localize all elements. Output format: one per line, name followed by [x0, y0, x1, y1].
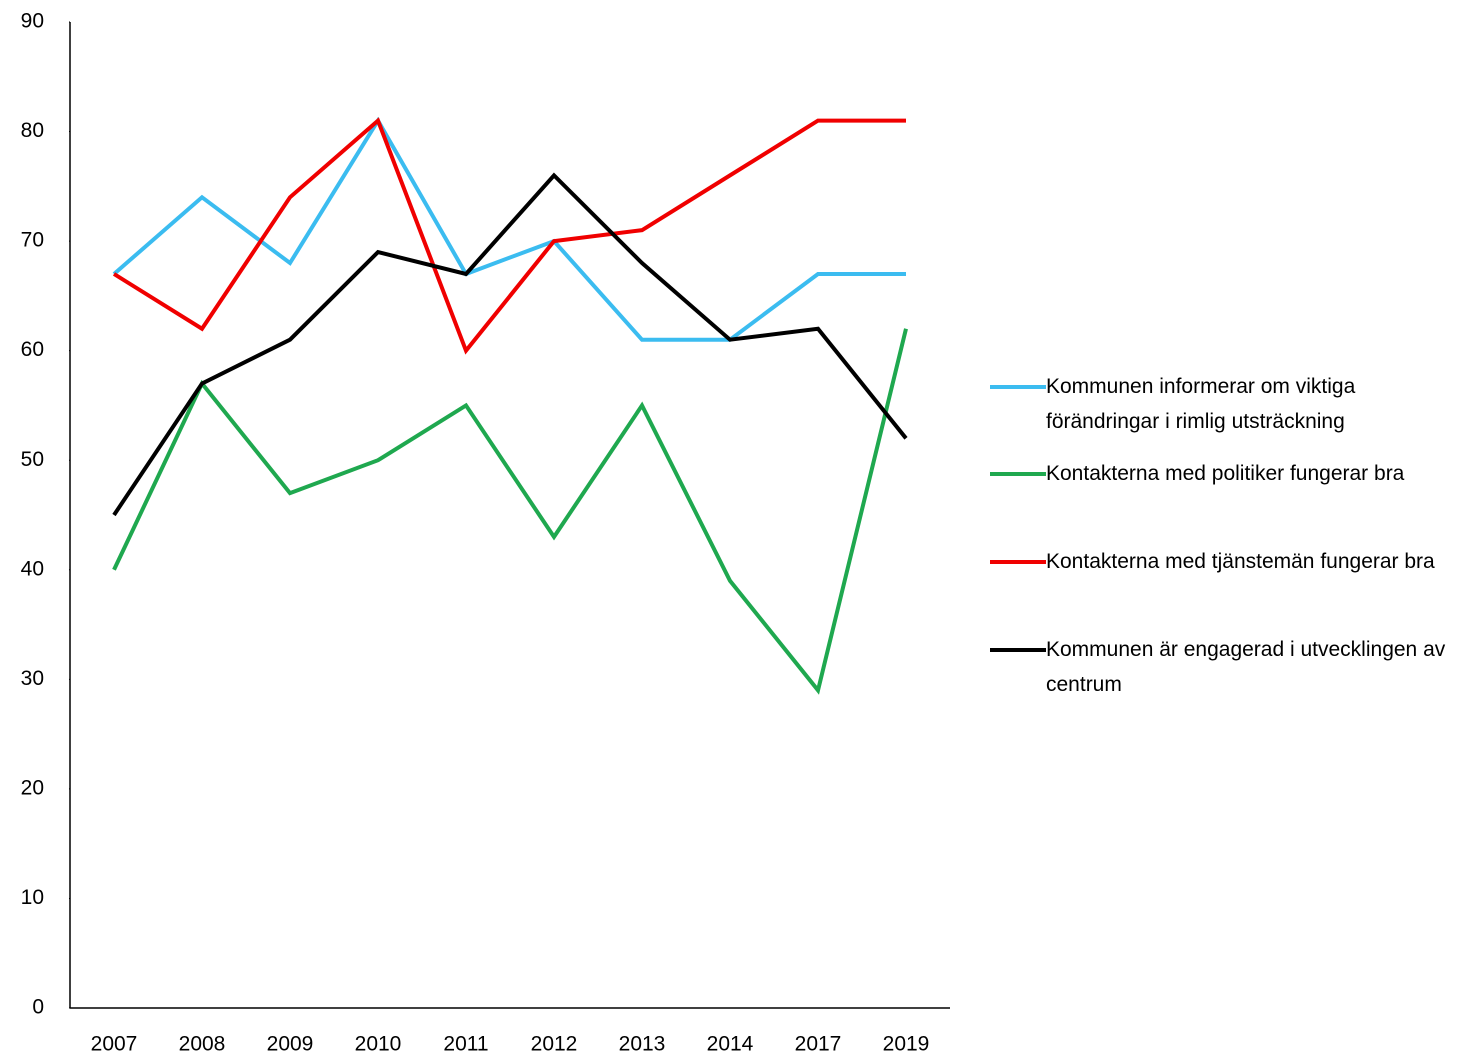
legend-label: Kontakterna med politiker fungerar bra — [1046, 462, 1405, 485]
x-tick-label: 2009 — [267, 1033, 314, 1056]
x-tick-label: 2017 — [795, 1033, 842, 1056]
legend-swatch — [990, 385, 1046, 389]
legend-item: Kontakterna med politiker fungerar bra — [990, 456, 1460, 491]
series-line — [112, 172, 908, 517]
legend-swatch — [990, 472, 1046, 476]
x-tick-label: 2007 — [91, 1033, 138, 1056]
x-tick-label: 2011 — [443, 1033, 488, 1056]
series-line — [112, 328, 908, 695]
y-tick-label: 80 — [21, 119, 44, 142]
series-line — [112, 116, 906, 342]
y-tick-label: 20 — [21, 776, 44, 799]
y-tick-label: 90 — [21, 10, 44, 33]
legend-item: Kontakterna med tjänstemän fungerar bra — [990, 544, 1460, 579]
legend-swatch — [990, 560, 1046, 564]
y-tick-label: 30 — [21, 667, 44, 690]
series-line — [112, 117, 906, 355]
x-tick-label: 2013 — [619, 1033, 666, 1056]
y-tick-label: 0 — [32, 996, 44, 1019]
x-tick-label: 2012 — [531, 1033, 578, 1056]
y-tick-label: 10 — [21, 886, 44, 909]
y-tick-label: 40 — [21, 557, 44, 580]
y-tick-label: 50 — [21, 448, 44, 471]
legend-label: Kontakterna med tjänstemän fungerar bra — [1046, 550, 1435, 573]
legend-label: Kommunen informerar om viktiga förändrin… — [1046, 375, 1356, 433]
x-tick-label: 2019 — [883, 1033, 930, 1056]
legend-label: Kommunen är engagerad i utvecklingen av … — [1046, 638, 1446, 696]
x-tick-label: 2010 — [355, 1033, 402, 1056]
y-tick-label: 60 — [21, 338, 44, 361]
legend-item: Kommunen informerar om viktiga förändrin… — [990, 369, 1460, 439]
y-tick-label: 70 — [21, 229, 44, 252]
x-tick-label: 2008 — [179, 1033, 226, 1056]
legend-item: Kommunen är engagerad i utvecklingen av … — [990, 632, 1460, 702]
legend-swatch — [990, 648, 1046, 652]
x-tick-label: 2014 — [707, 1033, 754, 1056]
